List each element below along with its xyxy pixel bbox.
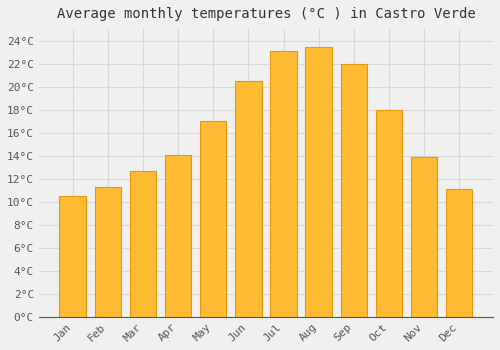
Bar	[60, 196, 86, 317]
Bar	[376, 110, 402, 317]
Bar	[411, 157, 438, 317]
Bar	[165, 154, 191, 317]
Bar	[446, 189, 472, 317]
Title: Average monthly temperatures (°C ) in Castro Verde: Average monthly temperatures (°C ) in Ca…	[56, 7, 476, 21]
Bar	[306, 48, 332, 317]
Bar	[200, 121, 226, 317]
Bar	[235, 81, 262, 317]
Bar	[340, 64, 367, 317]
Bar	[130, 171, 156, 317]
Bar	[270, 51, 296, 317]
Bar	[94, 187, 121, 317]
